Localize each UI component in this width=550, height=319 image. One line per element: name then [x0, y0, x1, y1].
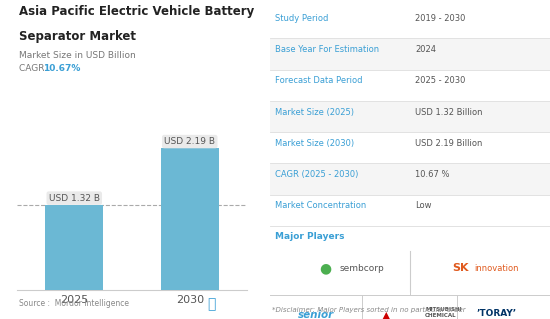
- Text: Market Size (2025): Market Size (2025): [275, 108, 354, 116]
- Bar: [161, 148, 219, 290]
- Text: innovation: innovation: [475, 264, 519, 273]
- Text: 2019 - 2030: 2019 - 2030: [415, 14, 466, 23]
- Text: Ⓜ: Ⓜ: [207, 297, 216, 311]
- Text: Asia Pacific Electric Vehicle Battery: Asia Pacific Electric Vehicle Battery: [19, 5, 255, 18]
- Bar: [270, 102, 550, 132]
- Text: Study Period: Study Period: [275, 14, 328, 23]
- Text: 2025 - 2030: 2025 - 2030: [415, 76, 466, 85]
- Text: Market Size (2030): Market Size (2030): [275, 139, 354, 148]
- Text: Market Concentration: Market Concentration: [275, 201, 366, 210]
- Text: 2024: 2024: [415, 45, 436, 54]
- Text: Major Players: Major Players: [275, 232, 345, 241]
- Bar: [270, 39, 550, 70]
- Text: 10.67%: 10.67%: [43, 64, 80, 73]
- Text: SK: SK: [452, 263, 469, 273]
- Text: 10.67 %: 10.67 %: [415, 170, 450, 179]
- Text: USD 1.32 Billion: USD 1.32 Billion: [415, 108, 483, 116]
- Text: MITSUBISHI
CHEMICAL
GROUP: MITSUBISHI CHEMICAL GROUP: [425, 307, 462, 319]
- Text: *Disclaimer: Major Players sorted in no particular order: *Disclaimer: Major Players sorted in no …: [272, 307, 466, 313]
- Text: ▲: ▲: [382, 310, 390, 319]
- Text: USD 2.19 B: USD 2.19 B: [164, 137, 215, 146]
- Text: CAGR: CAGR: [19, 64, 48, 73]
- Text: Low: Low: [415, 201, 432, 210]
- Bar: [45, 204, 103, 290]
- Text: ●: ●: [320, 261, 332, 275]
- Bar: [270, 164, 550, 195]
- Text: Source :  Mordor Intelligence: Source : Mordor Intelligence: [19, 299, 129, 308]
- Text: USD 2.19 Billion: USD 2.19 Billion: [415, 139, 483, 148]
- Text: Separator Market: Separator Market: [19, 30, 136, 43]
- Text: CAGR (2025 - 2030): CAGR (2025 - 2030): [275, 170, 359, 179]
- Text: USD 1.32 B: USD 1.32 B: [49, 194, 100, 203]
- Text: Forecast Data Period: Forecast Data Period: [275, 76, 362, 85]
- Text: sembcorp: sembcorp: [340, 264, 384, 273]
- Text: Base Year For Estimation: Base Year For Estimation: [275, 45, 380, 54]
- Text: Market Size in USD Billion: Market Size in USD Billion: [19, 51, 136, 60]
- Text: senior: senior: [298, 310, 334, 319]
- Text: ’TORAY’: ’TORAY’: [477, 309, 517, 318]
